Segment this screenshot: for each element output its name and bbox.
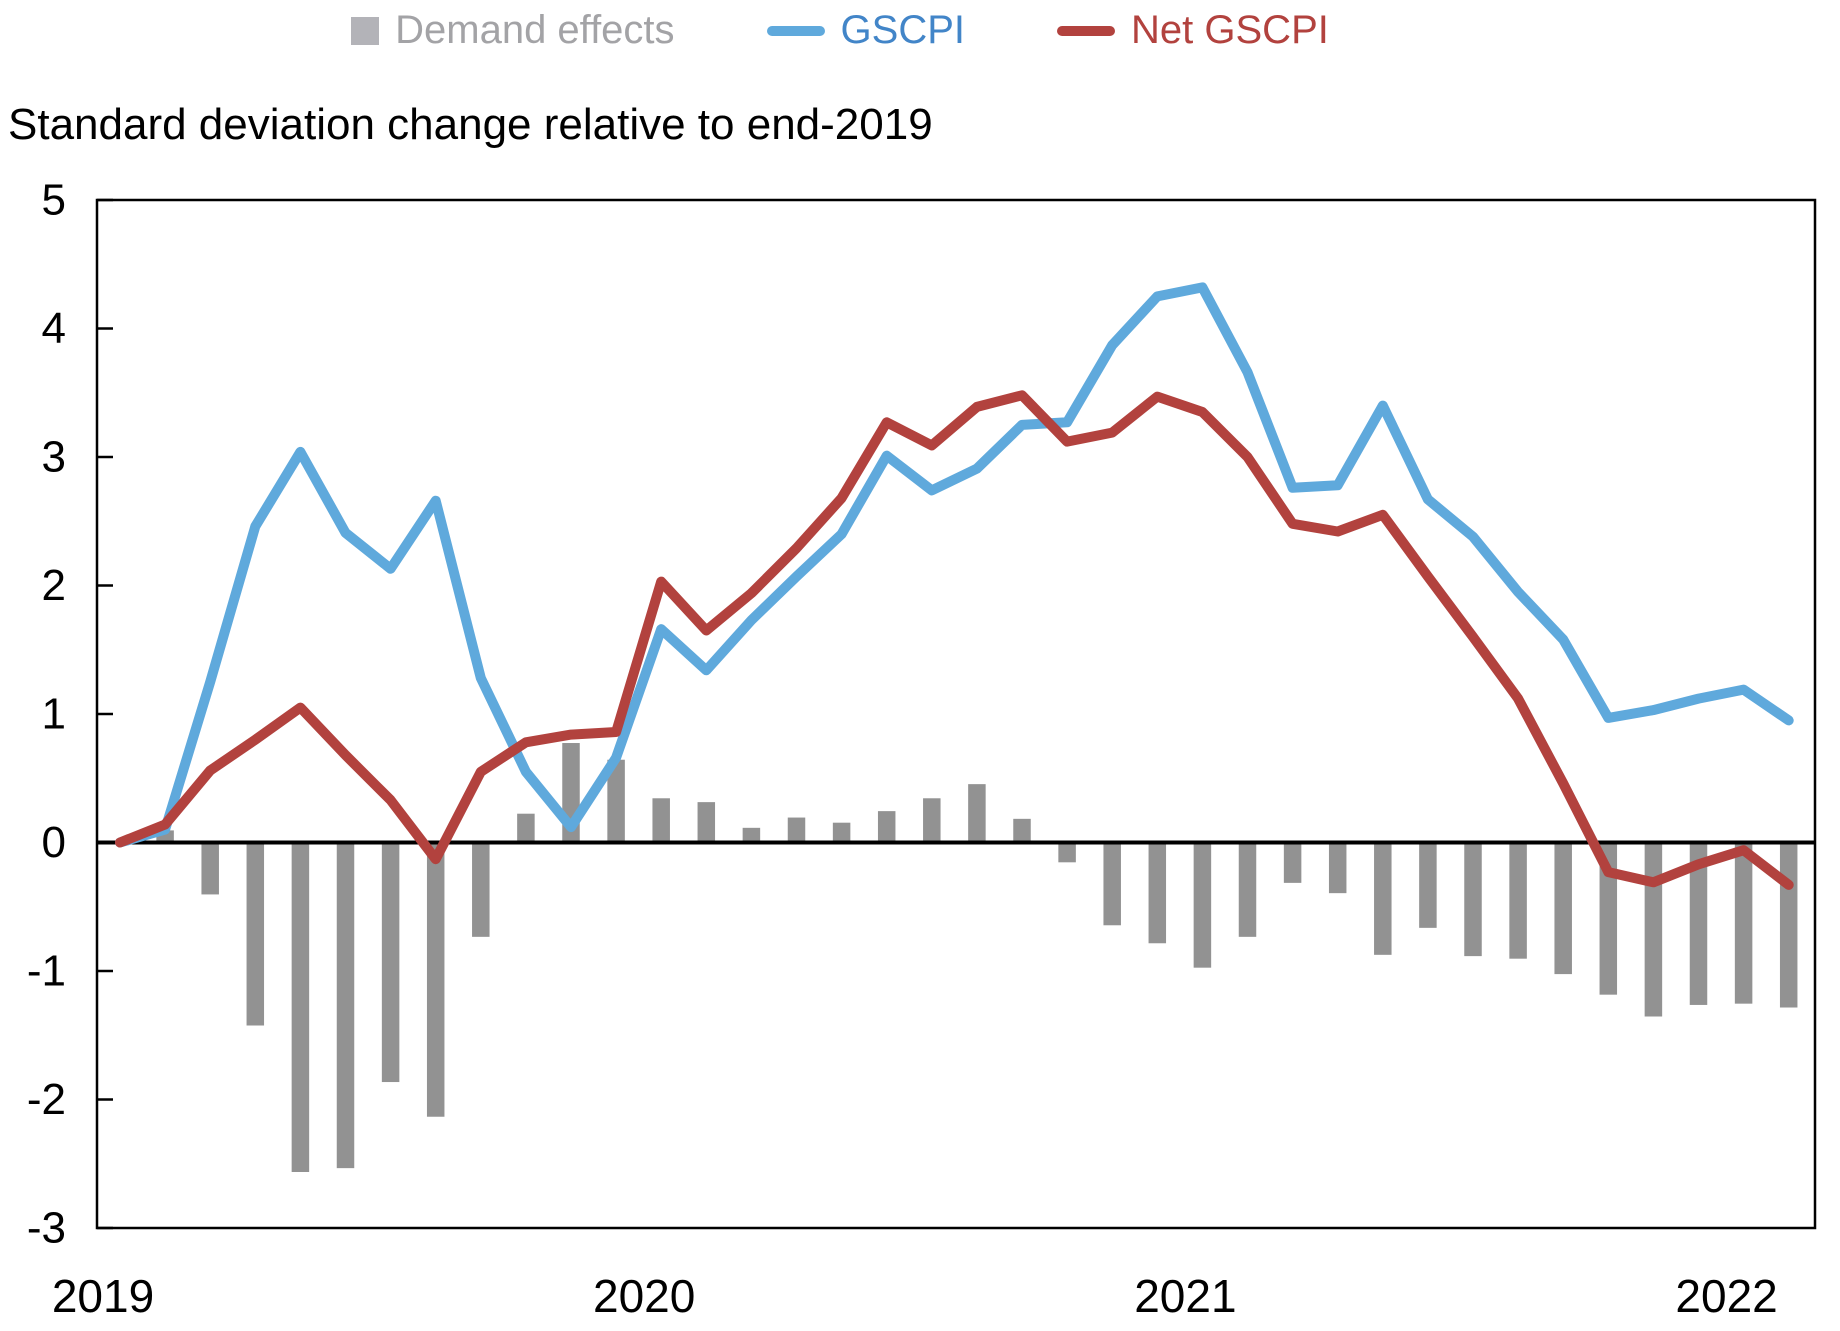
demand-effects-bar — [470, 841, 492, 939]
gscpi-line-swatch-icon — [766, 25, 825, 36]
demand-effects-bar — [966, 782, 988, 844]
demand-effects-bar — [696, 800, 717, 844]
demand-effects-bar — [245, 841, 266, 1028]
net-gscpi-line-swatch-icon — [1057, 25, 1116, 36]
x-tick-label: 2022 — [1675, 1270, 1777, 1322]
demand-effects-bar — [741, 826, 762, 844]
y-tick-label: 5 — [42, 176, 66, 225]
y-axis-ticks: 5 4 3 2 1 0 -1 -2 -3 — [27, 176, 113, 1253]
demand-effects-bar — [1011, 817, 1033, 844]
net-gscpi-line — [115, 390, 1794, 890]
y-tick-label: 1 — [42, 690, 66, 739]
demand-effects-bar — [650, 796, 672, 844]
y-tick-label: 0 — [42, 818, 66, 867]
demand-effects-bar — [1462, 841, 1484, 958]
demand-effects-bar — [290, 841, 311, 1174]
demand-effects-swatch-icon — [351, 16, 380, 45]
x-tick-label: 2019 — [52, 1270, 154, 1322]
y-tick-label: 3 — [42, 433, 66, 482]
chart-legend: Demand effects GSCPI Net GSCPI — [0, 8, 1680, 53]
demand-effects-bar — [1192, 841, 1213, 970]
gscpi-line — [115, 282, 1794, 848]
demand-effects-bar — [335, 841, 356, 1170]
demand-effects-bar — [1056, 841, 1078, 864]
demand-effects-bar — [380, 841, 401, 1084]
x-tick-label: 2021 — [1134, 1270, 1236, 1322]
y-tick-label: 2 — [42, 561, 66, 610]
demand-effects-bar — [1147, 841, 1168, 945]
demand-effects-bar — [1282, 841, 1303, 885]
demand-effects-bar — [425, 841, 446, 1119]
demand-effects-bar — [831, 821, 852, 844]
demand-effects-bars — [154, 741, 1799, 1174]
legend-label-net-gscpi: Net GSCPI — [1131, 8, 1329, 52]
legend-item-demand-effects: Demand effects — [351, 8, 675, 53]
chart-title: Standard deviation change relative to en… — [8, 100, 933, 149]
y-tick-label: -2 — [27, 1075, 66, 1124]
demand-effects-bar — [1372, 841, 1394, 957]
demand-effects-bar — [1237, 841, 1258, 939]
legend-label-gscpi: GSCPI — [840, 8, 966, 52]
y-tick-label: -3 — [27, 1204, 66, 1253]
demand-effects-bar — [1417, 841, 1439, 930]
legend-label-demand-effects: Demand effects — [395, 8, 675, 52]
demand-effects-bar — [1778, 841, 1799, 1010]
demand-effects-bar — [1733, 841, 1754, 1006]
demand-effects-bar — [199, 841, 221, 896]
y-tick-label: -1 — [27, 947, 66, 996]
demand-effects-bar — [1507, 841, 1529, 961]
demand-effects-bar — [921, 796, 943, 844]
x-axis-labels: 2019 2020 2021 2022 — [52, 1270, 1778, 1322]
legend-item-net-gscpi: Net GSCPI — [1057, 8, 1329, 53]
demand-effects-bar — [1327, 841, 1348, 895]
demand-effects-bar — [1101, 841, 1123, 927]
x-tick-label: 2020 — [593, 1270, 695, 1322]
demand-effects-bar — [876, 809, 897, 844]
demand-effects-bar — [1643, 841, 1664, 1019]
demand-effects-bar — [515, 812, 537, 844]
legend-item-gscpi: GSCPI — [766, 8, 966, 53]
demand-effects-bar — [1552, 841, 1574, 976]
y-tick-label: 4 — [42, 304, 66, 353]
demand-effects-bar — [786, 816, 807, 844]
